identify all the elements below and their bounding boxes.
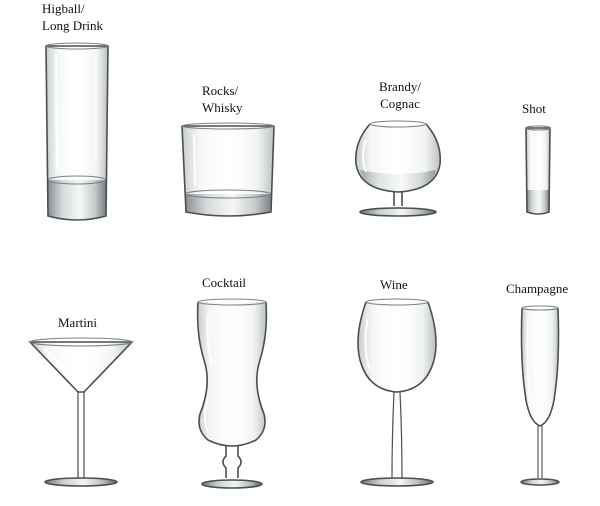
martini-label-line-1: Martini [58, 315, 97, 330]
shot-label: Shot [522, 100, 546, 117]
cocktail-label: Cocktail [202, 274, 246, 291]
brandy-label-line-1: Brandy/ [379, 79, 421, 94]
martini-glass-icon [28, 337, 134, 487]
rocks-label: Rocks/ Whisky [202, 82, 242, 116]
wine-label-line-1: Wine [380, 277, 408, 292]
highball-glass-icon [45, 42, 109, 221]
rocks-label-line-2: Whisky [202, 100, 243, 115]
martini-label: Martini [58, 314, 97, 331]
rocks-glass-icon [181, 122, 275, 217]
cocktail-glass-icon [196, 298, 268, 489]
cocktail-label-line-1: Cocktail [202, 275, 247, 290]
wine-glass-icon [357, 298, 437, 487]
brandy-label-line-2: Cognac [380, 96, 420, 111]
brandy-label: Brandy/ Cognac [372, 78, 428, 112]
champagne-label: Champagne [506, 280, 568, 297]
champagne-label-line-1: Champagne [506, 281, 569, 296]
brandy-glass-icon [354, 120, 442, 217]
rocks-label-line-1: Rocks/ [202, 83, 239, 98]
wine-label: Wine [380, 276, 408, 293]
shot-glass-icon [525, 125, 551, 215]
highball-label: Higball/ Long Drink [42, 0, 103, 34]
highball-label-line-1: Higball/ [42, 1, 85, 16]
highball-label-line-2: Long Drink [42, 18, 104, 33]
shot-label-line-1: Shot [522, 101, 546, 116]
champagne-glass-icon [520, 305, 560, 486]
